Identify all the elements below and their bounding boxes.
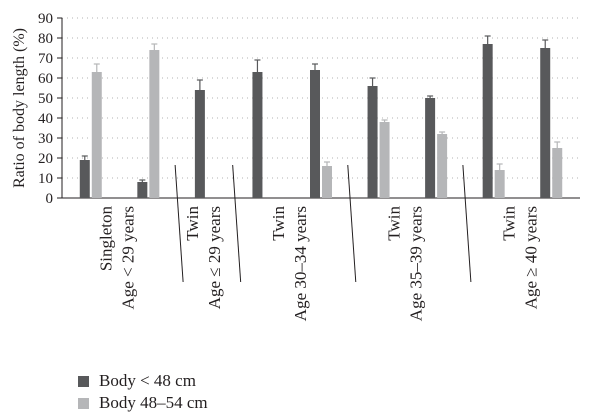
bar-body-lt-48 [194,90,205,198]
y-tick-label: 60 [38,71,53,87]
x-category-label-line1: Twin [269,206,288,241]
x-category-label-line2: Age < 29 years [119,206,138,310]
x-category-label-line1: Twin [499,206,518,241]
x-category-label-line1: Twin [183,206,202,241]
bar-body-lt-48 [482,44,493,198]
group-separator [347,164,357,283]
x-category-label-line1: Singleton [97,206,116,272]
y-tick-label: 70 [38,51,53,67]
bar-body-48-54 [322,166,332,198]
bar-body-48-54 [149,50,160,198]
legend-label: Body < 48 cm [99,371,196,390]
legend-item: Body < 48 cm [78,370,208,392]
legend-label: Body 48–54 cm [99,393,208,412]
x-category-label-line1: Twin [384,206,403,241]
y-tick-label: 50 [38,91,53,107]
legend-swatch [78,375,89,387]
bar-body-48-54 [494,170,505,198]
bar-body-lt-48 [310,70,320,198]
bar-body-lt-48 [425,98,436,198]
x-category-label-line2: Age ≤ 29 years [205,206,224,309]
bar-body-48-54 [91,72,102,198]
y-tick-label: 0 [46,191,54,207]
x-category-label-line2: Age 35–39 years [406,206,425,321]
group-separator [174,164,184,283]
group-separator [462,164,472,283]
x-category-label-line2: Age ≥ 40 years [521,206,540,309]
legend-swatch [78,397,89,409]
bar-body-48-54 [437,134,448,198]
y-tick-label: 30 [38,131,53,147]
legend: Body < 48 cm Body 48–54 cm [78,370,208,414]
bar-body-lt-48 [137,182,148,198]
bar-body-48-54 [379,122,390,198]
x-category-label-line2: Age 30–34 years [291,206,310,321]
group-separator [232,164,242,283]
bar-body-48-54 [552,148,563,198]
legend-item: Body 48–54 cm [78,392,208,414]
bar-body-lt-48 [367,86,378,198]
bar-body-lt-48 [79,160,90,198]
y-tick-label: 20 [38,151,53,167]
y-tick-label: 10 [38,171,53,187]
bar-body-lt-48 [540,48,551,198]
y-tick-label: 80 [38,31,53,47]
y-tick-label: 40 [38,111,53,127]
y-axis-label: Ratio of body length (%) [11,28,28,188]
y-tick-label: 90 [38,11,53,27]
bar-body-lt-48 [252,72,263,198]
